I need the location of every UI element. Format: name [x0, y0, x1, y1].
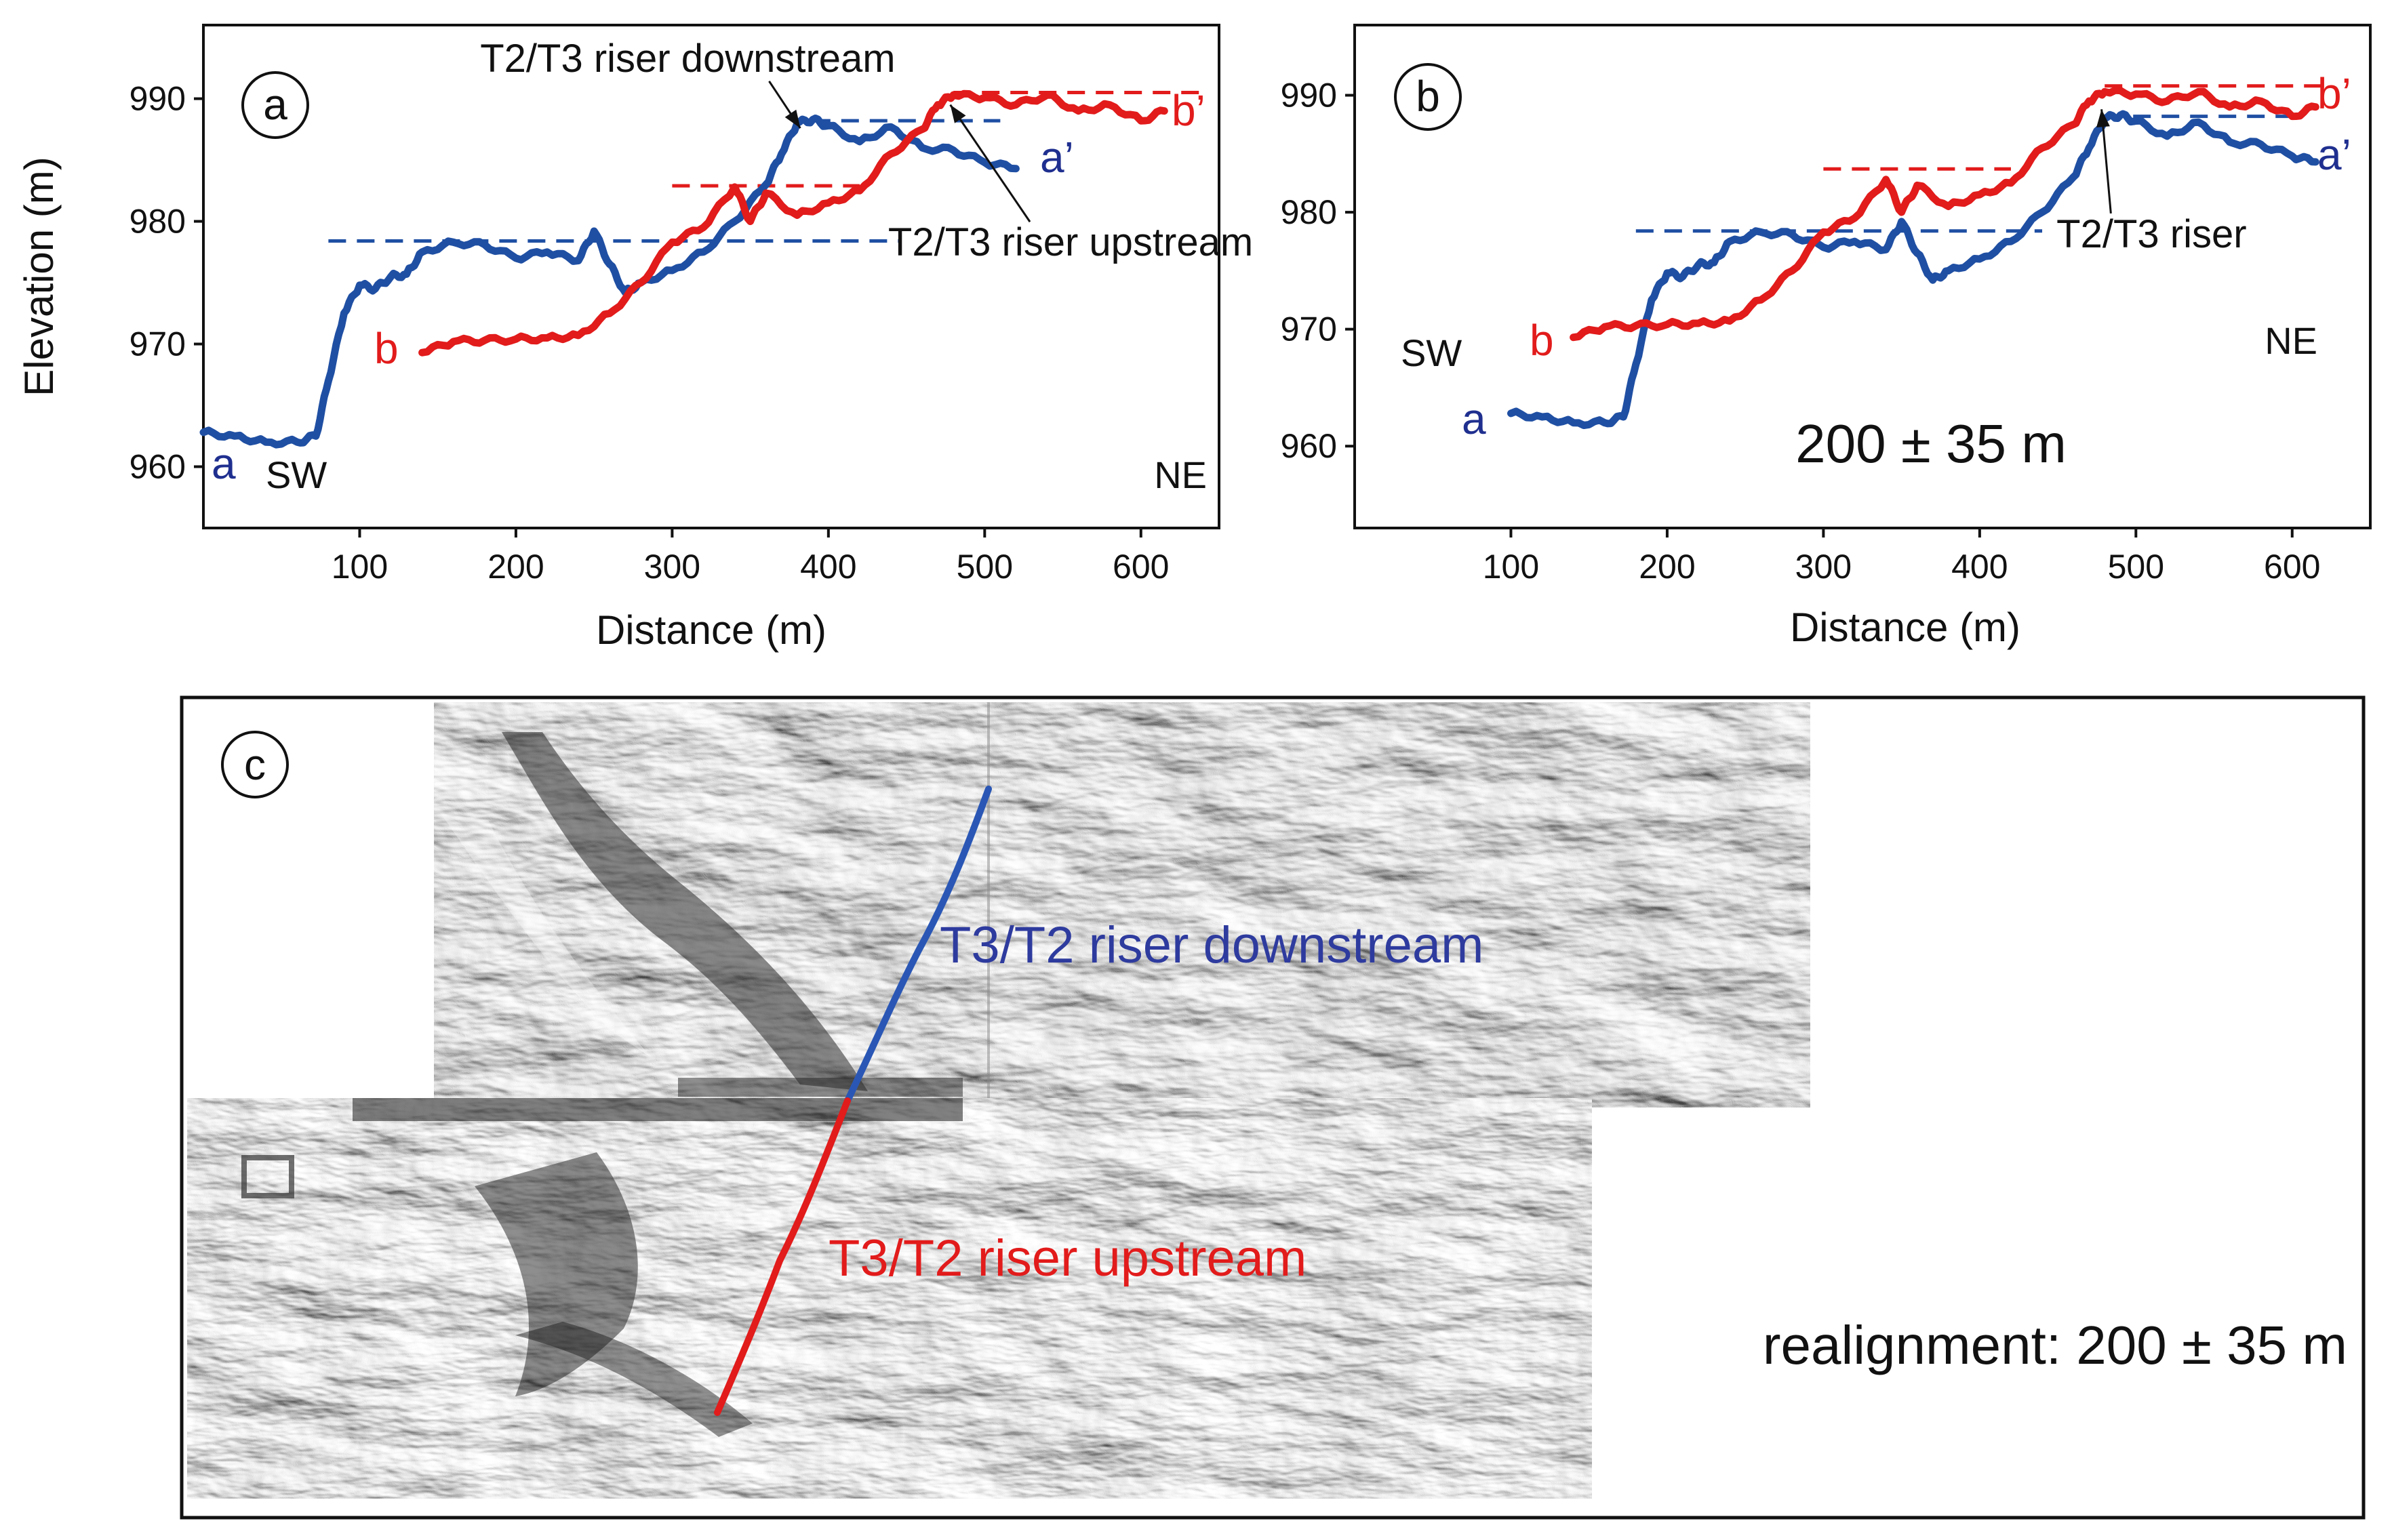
panel-c-label: c: [221, 731, 289, 798]
panel-a-xtick-label: 300: [644, 548, 700, 586]
panel-b-label-b: b: [1530, 316, 1554, 365]
panel-a-annotations: T2/T3 riser downstream T2/T3 riser upstre…: [480, 37, 1253, 264]
panel-b-xtick-label: 400: [1951, 548, 2008, 586]
riser-downstream-line: [844, 786, 992, 1104]
panel-a-label-b: b: [374, 324, 399, 373]
panel-b-xtick-label: 500: [2108, 548, 2164, 586]
panel-a-annotation-text: T2/T3 riser upstream: [888, 220, 1253, 264]
hillshade-upstream-image: [187, 1098, 1592, 1499]
panel-a-profile-b: [418, 89, 1168, 357]
panel-a-direction-ne: NE: [1154, 453, 1207, 496]
panel-a-xtick-label: 500: [957, 548, 1013, 586]
panel-b-annotations: T2/T3 riser: [2056, 109, 2247, 256]
panel-a-xlabel: Distance (m): [596, 607, 826, 653]
panel-a-label-b-prime: b’: [1172, 86, 1205, 135]
panel-b-label-b-prime: b’: [2317, 69, 2351, 118]
panel-a-frame: [202, 24, 1220, 529]
panel-b-label: b: [1394, 63, 1462, 131]
panel-a-profile-lines: [199, 89, 1168, 449]
panel-a-ytick-label: 960: [129, 448, 186, 486]
panel-b-ytick-label: 980: [1281, 193, 1337, 231]
panel-b-direction-sw: SW: [1401, 331, 1462, 374]
panel-b-profile-lines: [1507, 86, 2319, 429]
panel-b-profile-chart: 100 200 300 400 500 600 960 970 980 990 T2/T3 ris…: [1281, 24, 2372, 650]
panel-b-direction-ne: NE: [2265, 319, 2317, 362]
panel-a-ytick-label: 970: [129, 325, 186, 363]
panel-a-xtick-label: 400: [800, 548, 856, 586]
riser-downstream-label: T3/T2 riser downstream: [940, 916, 1483, 974]
hillshade-downstream-image: [434, 702, 1810, 1108]
svg-text:b: b: [1416, 72, 1440, 121]
panel-b-xtick-label: 600: [2264, 548, 2320, 586]
panel-a-direction-sw: SW: [266, 453, 327, 496]
panel-a-xtick-label: 600: [1113, 548, 1169, 586]
svg-text:c: c: [244, 740, 266, 789]
panel-b-annotation-text: T2/T3 riser: [2056, 212, 2246, 256]
panel-b-annotation-arrowhead: [2096, 109, 2110, 127]
panel-b-frame: [1353, 24, 2372, 529]
panel-b-ytick-label: 970: [1281, 310, 1337, 348]
panel-a-xtick-label: 200: [487, 548, 544, 586]
panel-b-profile-b: [1570, 86, 2319, 342]
panel-c-map: c T3/T2 riser downstream T3/T2 riser ups…: [180, 695, 2366, 1520]
panel-a-ylabel: Elevation (m): [16, 157, 62, 396]
panel-b-xlabel: Distance (m): [1790, 605, 2020, 650]
panel-b-xtick-label: 100: [1483, 548, 1539, 586]
panel-a-annotation-arrowhead: [950, 104, 966, 123]
panel-a-xtick-label: 100: [332, 548, 388, 586]
panel-b-terrace-reference-lines: [1635, 84, 2324, 233]
panel-a-profile-chart: 100 200 300 400 500 600 960 970 980 990 T2/T3 ris…: [16, 24, 1253, 653]
panel-a-axis-ticks: 100 200 300 400 500 600 960 970 980 990: [129, 80, 1170, 586]
panel-a-label-a-prime: a’: [1040, 133, 1074, 182]
panel-b-offset-label: 200 ± 35 m: [1795, 413, 2067, 474]
panel-a-label-a: a: [212, 439, 236, 488]
panel-b-label-a-prime: a’: [2317, 130, 2351, 179]
panel-c-frame: [180, 695, 2366, 1520]
riser-upstream-label: T3/T2 riser upstream: [829, 1230, 1307, 1287]
panel-a-ytick-label: 990: [129, 80, 186, 118]
panel-b-axis-ticks: 100 200 300 400 500 600 960 970 980 990: [1281, 77, 2321, 586]
panel-a-profile-a: [199, 115, 1020, 449]
panel-b-profile-a: [1507, 110, 2319, 429]
svg-text:a: a: [263, 80, 287, 129]
panel-b-xtick-label: 300: [1795, 548, 1852, 586]
panel-a-ytick-label: 980: [129, 203, 186, 241]
panel-b-xtick-label: 200: [1639, 548, 1695, 586]
panel-a-annotation-text: T2/T3 riser downstream: [480, 37, 895, 81]
panel-a-label: a: [241, 71, 309, 139]
riser-upstream-line: [714, 1097, 851, 1416]
realignment-label: realignment: 200 ± 35 m: [1763, 1315, 2347, 1375]
panel-a-annotation-arrowhead: [784, 109, 801, 128]
panel-b-label-a: a: [1462, 394, 1486, 443]
panel-a-annotation-arrow: [949, 104, 1031, 223]
panel-b-ytick-label: 990: [1281, 77, 1337, 115]
panel-b-ytick-label: 960: [1281, 427, 1337, 465]
